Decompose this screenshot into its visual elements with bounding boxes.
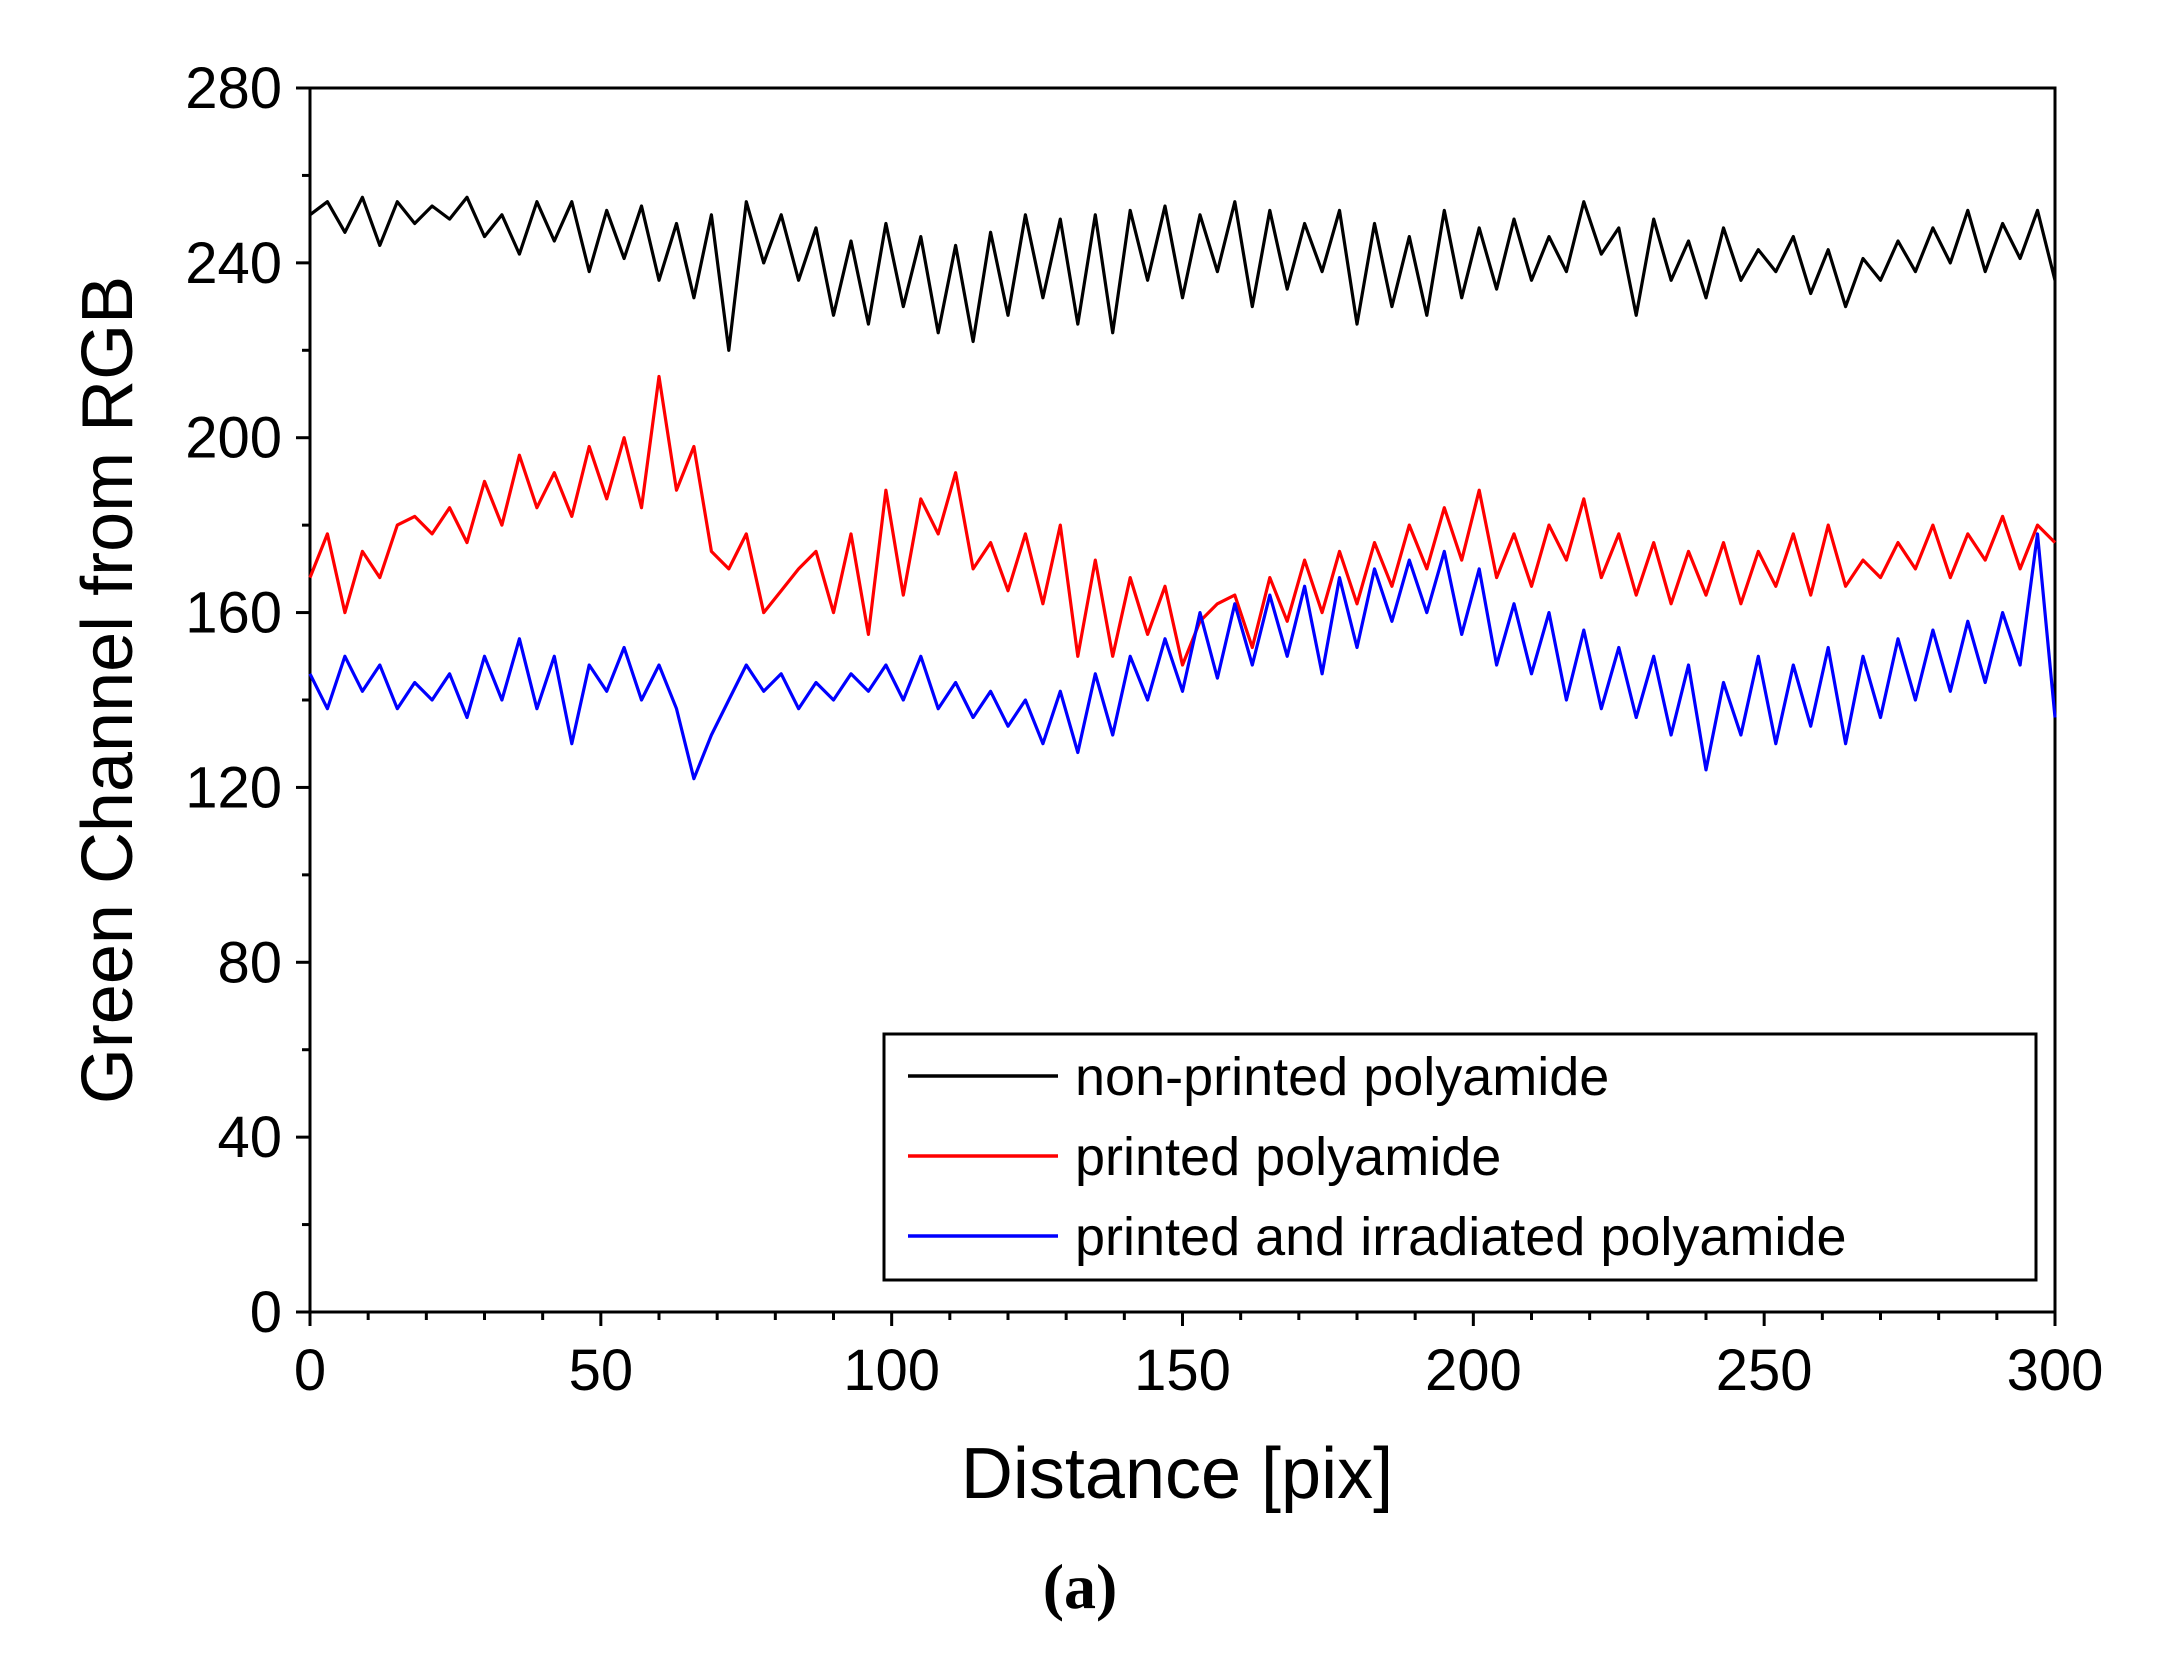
- legend: non-printed polyamide printed polyamide pr…: [882, 1032, 2038, 1282]
- y-tick-label: 40: [217, 1105, 282, 1170]
- x-tick-label: 200: [1425, 1338, 1522, 1403]
- x-tick-label: 250: [1716, 1338, 1813, 1403]
- x-tick-label: 300: [2007, 1338, 2104, 1403]
- series-line-1: [309, 195, 2057, 352]
- y-tick-label: 160: [185, 581, 282, 646]
- series-line-3: [308, 532, 2057, 781]
- y-tick-label: 280: [185, 56, 282, 121]
- legend-label-1: non-printed polyamide: [1075, 1047, 1609, 1107]
- legend-box: [882, 1032, 2038, 1282]
- x-axis-ticks: 0 50 100 150 200 250 300: [294, 1312, 2104, 1403]
- y-axis-ticks: 0 40 80 120 160 200 240 280: [185, 56, 310, 1345]
- y-tick-label: 0: [250, 1280, 282, 1345]
- figure-caption: (a): [1043, 1551, 1118, 1622]
- y-tick-label: 240: [185, 231, 282, 296]
- y-tick-label: 120: [185, 755, 282, 820]
- series-layer: [308, 195, 2057, 781]
- x-tick-label: 150: [1134, 1338, 1231, 1403]
- series-line-2: [308, 374, 2057, 667]
- x-axis-title: Distance [pix]: [961, 1434, 1393, 1514]
- y-tick-label: 80: [217, 930, 282, 995]
- legend-label-3: printed and irradiated polyamide: [1075, 1207, 1846, 1267]
- x-tick-label: 50: [569, 1338, 634, 1403]
- legend-label-2: printed polyamide: [1075, 1127, 1501, 1187]
- x-tick-label: 100: [843, 1338, 940, 1403]
- y-tick-label: 200: [185, 406, 282, 471]
- x-tick-label: 0: [294, 1338, 326, 1403]
- y-axis-title: Green Channel from RGB: [68, 276, 148, 1104]
